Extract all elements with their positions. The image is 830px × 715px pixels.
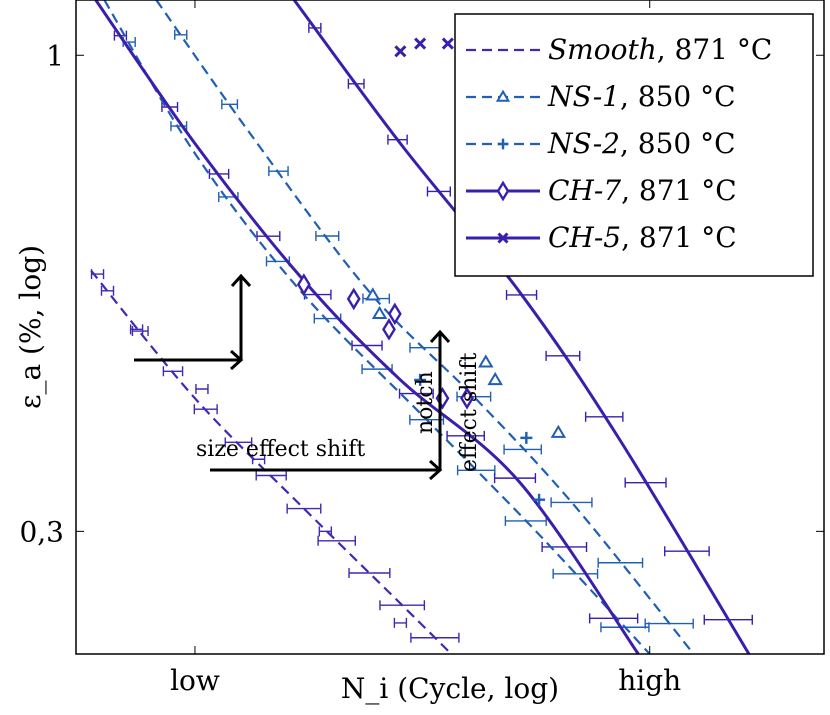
legend-label-name: CH-5 — [548, 221, 621, 254]
error-bar-ns1-5 — [409, 342, 441, 353]
point-ns1-1 — [371, 305, 388, 320]
error-bar-smooth-7 — [317, 535, 356, 546]
curve-ns1 — [155, 0, 695, 654]
legend-marker-ch5 — [497, 232, 509, 244]
error-bar-smooth-4 — [224, 437, 253, 448]
error-bar-smooth-pt-2 — [195, 383, 209, 394]
legend-label-temp: , 850 °C — [620, 80, 736, 113]
legend-label-smooth: Smooth, 871 °C — [548, 33, 772, 66]
point-ch7-5 — [460, 387, 474, 410]
plot-frame — [75, 0, 825, 655]
legend-label-name: Smooth — [548, 33, 657, 66]
legend-label-temp: , 850 °C — [620, 127, 736, 160]
legend-label-temp: , 871 °C — [621, 221, 737, 254]
legend-label-ns2: NS-2, 850 °C — [547, 127, 736, 160]
x-tick-label-1: high — [618, 664, 681, 697]
legend-label-ch5: CH-5, 871 °C — [548, 221, 737, 254]
point-ns1-2 — [478, 354, 494, 368]
error-bar-smooth-6 — [286, 503, 322, 514]
error-bar-ch7-5 — [351, 340, 383, 351]
legend-label-name: CH-7 — [548, 174, 621, 207]
point-ch7-2 — [382, 318, 396, 341]
error-bar-ns1-1 — [221, 99, 239, 110]
point-ns2-1 — [520, 431, 533, 444]
size-shift-arrow — [134, 273, 451, 481]
legend-marker-ch7 — [496, 180, 510, 202]
legend-label-ch7: CH-7, 871 °C — [548, 174, 737, 207]
annotation-notch: notch — [413, 371, 438, 434]
point-ch7-0 — [296, 273, 311, 296]
plot-area — [90, 0, 753, 654]
error-bar-smooth-1 — [131, 326, 149, 337]
point-ns1-0 — [365, 287, 381, 301]
point-ch5-2 — [441, 37, 454, 50]
error-bar-ch7-7 — [446, 430, 485, 441]
y-tick-label-0: 1 — [46, 39, 64, 72]
point-ns2-2 — [533, 493, 546, 506]
arrow-small-up-head — [230, 273, 252, 288]
error-bar-ns1-7 — [503, 444, 542, 455]
fit-curves — [90, 0, 751, 654]
point-ch7-1 — [346, 287, 361, 311]
legend-marker-ns1 — [495, 89, 511, 102]
legend-label-temp: , 871 °C — [657, 33, 773, 66]
error-bar-smooth-pt-1 — [129, 324, 144, 335]
annotation-effect-shift: effect shift — [457, 353, 482, 472]
curve-smooth — [90, 269, 453, 654]
legend-marker-ns2 — [497, 138, 509, 150]
curve-ns2 — [103, 0, 651, 654]
error-bar-ns2-9 — [552, 568, 599, 579]
error-bar-smooth-8 — [348, 567, 391, 578]
curve-ch7 — [94, 0, 640, 654]
curve-ch5 — [292, 0, 751, 654]
error-bar-ns1-8 — [550, 497, 593, 508]
point-ns1-4 — [550, 424, 567, 438]
arrow-large-up-head — [429, 329, 451, 344]
point-ns1-3 — [487, 371, 503, 386]
point-ns2-0 — [414, 373, 427, 386]
error-bar-smooth-0 — [100, 285, 115, 296]
x-tick-label-0: low — [170, 664, 220, 697]
error-bar-ns1-9 — [597, 557, 644, 568]
error-bar-ch5-6 — [545, 350, 581, 361]
legend-label-temp: , 871 °C — [621, 174, 737, 207]
error-bar-smooth-pt-5 — [393, 617, 408, 628]
y-axis-title: ε_a (%, log) — [14, 245, 47, 409]
point-ch5-1 — [414, 37, 427, 50]
legend: Smooth, 871 °CNS-1, 850 °CNS-2, 850 °CCH… — [454, 13, 814, 277]
axis-ticks: low high 1 0,3 — [19, 0, 824, 697]
legend-label-name: NS-1 — [547, 80, 620, 113]
x-axis-title: N_i (Cycle, log) — [341, 672, 559, 705]
annotation-size-effect-shift: size effect shift — [196, 437, 365, 462]
point-ch5-0 — [394, 45, 407, 58]
error-bar-ns1-3 — [315, 230, 340, 241]
legend-label-ns1: NS-1, 850 °C — [547, 80, 736, 113]
error-bar-ns1-0 — [174, 29, 188, 40]
point-ch7-3 — [387, 302, 402, 326]
legend-label-name: NS-2 — [547, 127, 620, 160]
y-tick-label-1: 0,3 — [19, 515, 64, 548]
